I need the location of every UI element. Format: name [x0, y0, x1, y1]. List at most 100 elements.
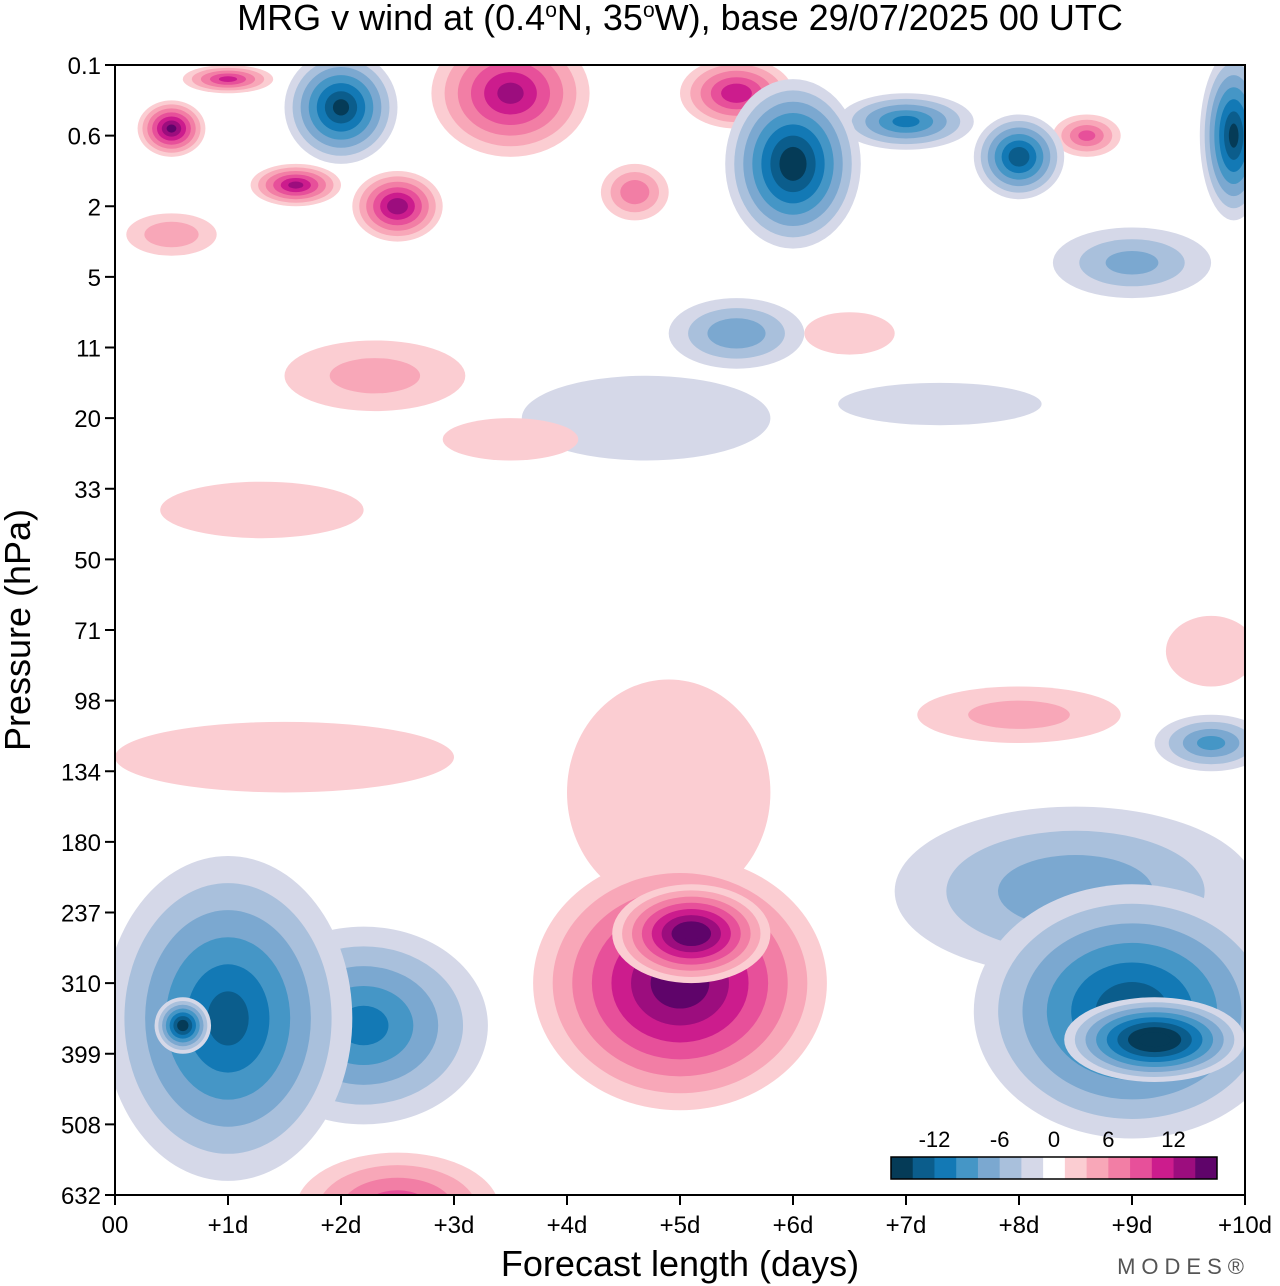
x-axis: 00 +1d +2d +3d +4d +5d +6d +7d +8d +9d +10d: [102, 1195, 1272, 1239]
y-axis: 0.1 0.6 2 5 11 20 33 50 71 98 134 180 237 310 399 508 63…: [61, 53, 115, 1210]
contour-zone: [1154, 714, 1245, 772]
y-tick-label: 508: [61, 1112, 101, 1139]
contour-zone: [115, 721, 454, 793]
contour-zone: [442, 418, 579, 461]
colorbar-tick-label: -6: [990, 1127, 1010, 1152]
contour-level-band: [620, 180, 650, 205]
y-tick-label: 5: [88, 265, 101, 292]
contour-level-band: [347, 1177, 448, 1195]
contour-level-band: [442, 418, 579, 461]
contour-zone: [160, 481, 364, 539]
contour-level-band: [1008, 147, 1030, 167]
contour-level-band: [218, 76, 238, 82]
contour-level-band: [207, 991, 249, 1046]
contour-level-band: [375, 1190, 420, 1195]
modes-brand-logo: MODES®: [1117, 1254, 1250, 1279]
contour-level-band: [115, 721, 454, 793]
contour-level-band: [521, 375, 771, 461]
contour-level-band: [1138, 1032, 1171, 1048]
contour-zone: [668, 298, 805, 369]
x-tick-label: 00: [102, 1212, 129, 1239]
contour-level-band: [177, 1019, 189, 1032]
colorbar-swatch: [1043, 1157, 1066, 1179]
contour-zone: [352, 170, 443, 242]
x-tick-label: +2d: [321, 1212, 362, 1239]
x-tick-label: +10d: [1218, 1212, 1272, 1239]
colorbar-swatch: [1173, 1157, 1196, 1179]
y-tick-label: 11: [76, 336, 101, 363]
contour-zone: [600, 163, 669, 221]
contour-level-band: [387, 198, 408, 215]
contour-zone: [182, 65, 274, 94]
contour-level-band: [707, 318, 766, 349]
colorbar-swatch: [1151, 1157, 1174, 1179]
contour-zone: [838, 93, 974, 150]
chart-title: MRG v wind at (0.4oN, 35oW), base 29/07/…: [237, 0, 1123, 38]
contour-zone: [431, 65, 590, 157]
contour-zone: [115, 856, 353, 1181]
contour-zone: [1064, 997, 1245, 1082]
contour-zone: [725, 79, 861, 249]
contour-zone: [1052, 227, 1212, 299]
contour-zone: [567, 679, 771, 906]
contour-zone: [804, 312, 895, 355]
y-tick-label: 399: [61, 1042, 101, 1069]
x-axis-label: Forecast length (days): [501, 1243, 859, 1284]
colorbar-tick-label: 12: [1161, 1127, 1185, 1152]
contour-level-band: [288, 181, 304, 189]
y-tick-label: 20: [74, 406, 101, 433]
colorbar-swatch: [1130, 1157, 1153, 1179]
x-tick-label: +9d: [1112, 1212, 1153, 1239]
contour-level-band: [779, 146, 807, 181]
y-tick-label: 71: [74, 618, 101, 645]
colorbar-tick-label: 6: [1102, 1127, 1114, 1152]
contour-zone: [154, 997, 212, 1054]
colorbar-swatch: [1064, 1157, 1087, 1179]
contour-zone: [1165, 615, 1245, 687]
y-tick-label: 180: [61, 830, 101, 857]
contour-zone: [250, 163, 341, 207]
contour-level-band: [332, 99, 350, 116]
contour-zone: [137, 100, 206, 157]
y-axis-label: Pressure (hPa): [0, 509, 38, 751]
colorbar-swatch: [934, 1157, 957, 1179]
contour-zone: [1199, 65, 1245, 221]
x-tick-label: +4d: [547, 1212, 588, 1239]
y-tick-label: 310: [61, 971, 101, 998]
x-tick-label: +1d: [208, 1212, 249, 1239]
colorbar-swatch: [956, 1157, 979, 1179]
contour-level-band: [160, 481, 364, 539]
x-tick-label: +8d: [999, 1212, 1040, 1239]
contour-level-band: [721, 83, 752, 103]
y-tick-label: 237: [61, 901, 101, 928]
colorbar-swatch: [1086, 1157, 1109, 1179]
contour-zone: [299, 1152, 496, 1195]
contour-zone: [917, 686, 1121, 743]
colorbar-frame: [890, 1156, 1218, 1180]
colorbar-swatch: [1108, 1157, 1131, 1179]
colorbar: -12 -6 0 6 12: [890, 1127, 1218, 1180]
contour-level-band: [567, 679, 771, 906]
contour-level-band: [1105, 250, 1159, 275]
contour-zone: [521, 375, 771, 461]
colorbar-tick-label: 0: [1048, 1127, 1060, 1152]
contour-level-band: [329, 358, 421, 394]
contour-field: [115, 65, 1245, 1195]
contour-level-band: [1196, 735, 1226, 751]
y-tick-label: 50: [74, 547, 101, 574]
contour-level-band: [838, 382, 1042, 426]
x-tick-label: +6d: [773, 1212, 814, 1239]
contour-level-band: [144, 221, 199, 248]
contour-level-band: [681, 927, 702, 940]
contour-level-band: [892, 115, 920, 128]
x-tick-label: +7d: [886, 1212, 927, 1239]
contour-level-band: [497, 82, 524, 104]
y-tick-label: 134: [61, 759, 101, 786]
contour-zone: [838, 382, 1042, 426]
colorbar-swatch: [912, 1157, 935, 1179]
contour-level-band: [166, 124, 177, 133]
x-tick-label: +3d: [434, 1212, 475, 1239]
contour-level-band: [1228, 123, 1239, 148]
colorbar-swatch: [891, 1157, 914, 1179]
